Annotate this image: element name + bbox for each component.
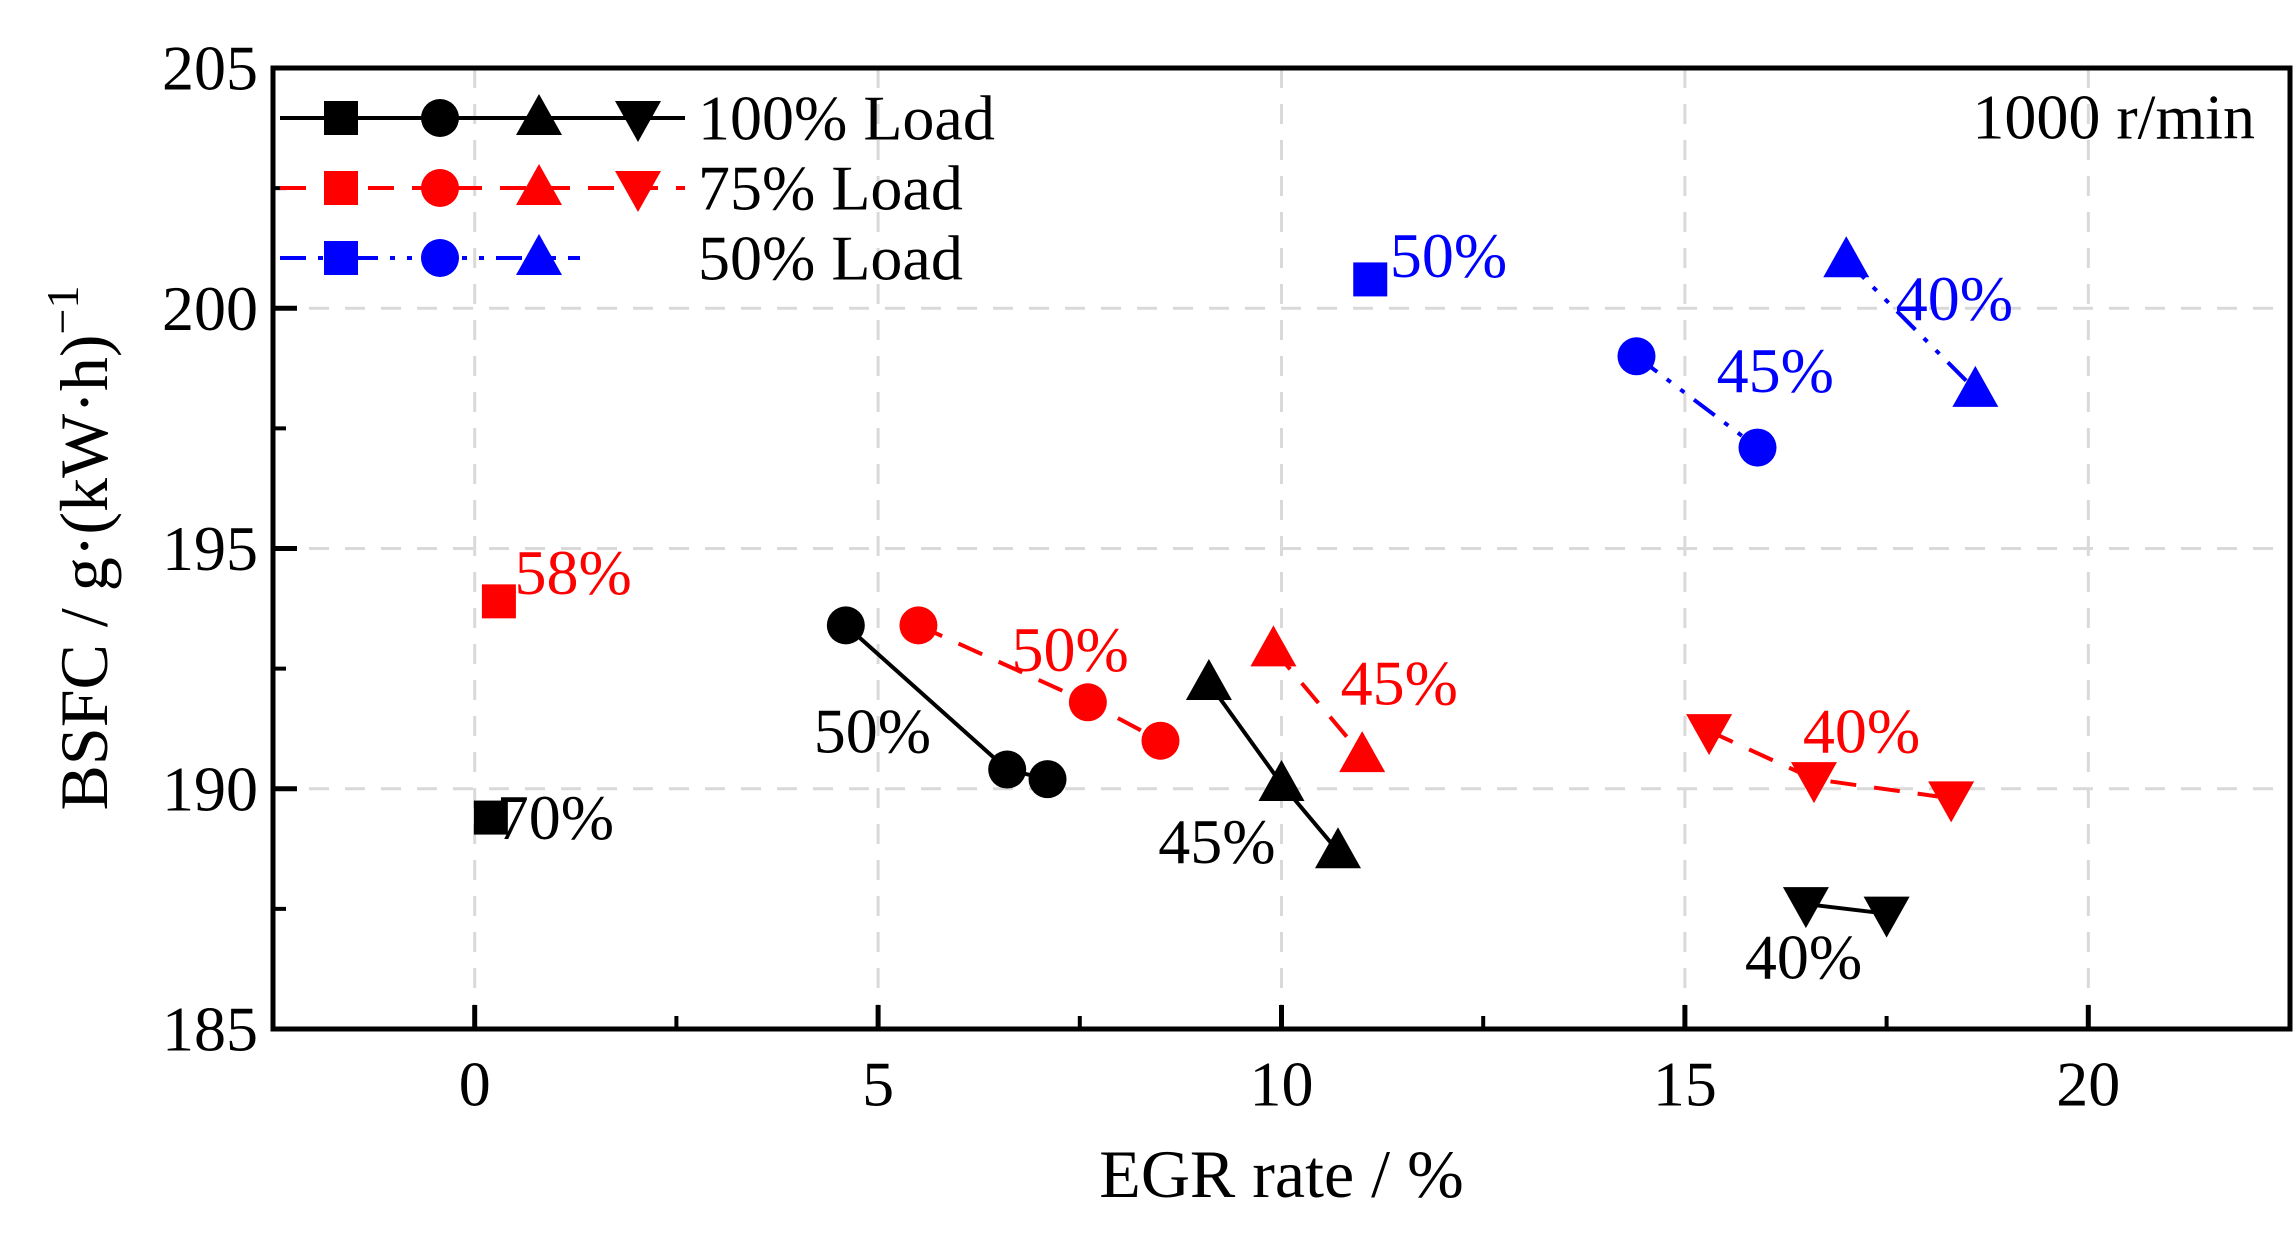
series-line — [1844, 258, 1977, 392]
marker-circle — [421, 169, 459, 207]
legend-item-100-load: 100% Load — [280, 83, 995, 154]
chart-canvas: 0 5 10 15 20 185 190 195 200 205 EGR rate / % BSFC … — [40, 33, 2293, 1212]
point-group-label: 50% — [814, 696, 931, 767]
marker-triangle-down — [1928, 781, 1975, 823]
marker-circle — [1068, 683, 1107, 722]
point-group-label: 45% — [1341, 648, 1458, 719]
marker-triangle-down — [615, 101, 661, 142]
y-axis-title: BSFC / g·(kW·h)−1 — [40, 286, 122, 811]
y-tick-label: 185 — [162, 994, 258, 1065]
point-group-label: 50% — [1011, 614, 1128, 685]
point-group-label: 58% — [514, 537, 631, 608]
marker-triangle-up — [1185, 659, 1232, 701]
y-tick-label: 195 — [162, 513, 258, 584]
legend-label: 50% Load — [698, 223, 963, 294]
marker-triangle-down — [615, 171, 661, 212]
marker-triangle-down — [1782, 887, 1829, 929]
marker-triangle-down — [1686, 714, 1733, 756]
engine-speed-annotation: 1000 r/min — [1972, 82, 2255, 153]
marker-circle — [1141, 721, 1180, 760]
marker-triangle-up — [516, 94, 562, 135]
y-tick-label: 190 — [162, 753, 258, 824]
legend-item-75-load: 75% Load — [280, 153, 963, 224]
marker-triangle-down — [1790, 762, 1837, 804]
marker-triangle-up — [516, 234, 562, 275]
y-tick-label: 200 — [162, 273, 258, 344]
x-tick-label: 10 — [1250, 1049, 1314, 1120]
marker-circle — [421, 99, 459, 137]
x-tick-label: 20 — [2056, 1049, 2120, 1120]
point-group-label: 45% — [1158, 806, 1275, 877]
series-line — [1271, 648, 1364, 757]
point-group-label: 50% — [1390, 220, 1507, 291]
legend-label: 75% Load — [698, 153, 963, 224]
marker-square — [473, 800, 508, 835]
series-100-load: 70% 50% 45% 40% — [473, 606, 1910, 992]
point-group-label: 40% — [1745, 921, 1862, 992]
point-group-label: 40% — [1896, 263, 2013, 334]
marker-square — [481, 584, 516, 619]
x-tick-label: 5 — [862, 1049, 894, 1120]
marker-triangle-down — [1863, 896, 1910, 938]
marker-triangle-up — [1823, 236, 1870, 278]
series-75-load: 58% 50% 45% 40% — [481, 537, 1975, 823]
x-tick-label: 0 — [459, 1049, 491, 1120]
marker-circle — [826, 606, 865, 645]
marker-triangle-up — [1258, 759, 1305, 801]
marker-circle — [988, 750, 1027, 789]
y-tick-label: 205 — [162, 33, 258, 104]
marker-square — [1353, 262, 1388, 297]
point-group-label: 70% — [497, 782, 614, 853]
marker-circle — [1738, 428, 1777, 467]
series-50-load: 50% 45% 40% — [1353, 220, 2013, 467]
marker-triangle-up — [1952, 365, 1999, 407]
marker-square — [324, 101, 358, 135]
x-axis-title: EGR rate / % — [1099, 1136, 1463, 1212]
marker-square — [324, 241, 358, 275]
bsfc-egr-chart: 0 5 10 15 20 185 190 195 200 205 EGR rate / % BSFC … — [40, 16, 2296, 1221]
marker-circle — [1617, 337, 1656, 376]
x-tick-label: 15 — [1653, 1049, 1717, 1120]
legend-item-50-load: 50% Load — [280, 223, 963, 294]
point-group-label: 45% — [1717, 335, 1834, 406]
marker-circle — [421, 239, 459, 277]
series-line — [1635, 354, 1759, 450]
marker-square — [324, 171, 358, 205]
marker-circle — [899, 606, 938, 645]
marker-triangle-up — [516, 164, 562, 205]
point-group-label: 40% — [1803, 696, 1920, 767]
marker-circle — [1028, 760, 1067, 799]
marker-triangle-up — [1314, 827, 1361, 869]
marker-triangle-up — [1339, 731, 1386, 773]
legend-label: 100% Load — [698, 83, 995, 154]
marker-triangle-up — [1250, 625, 1297, 667]
